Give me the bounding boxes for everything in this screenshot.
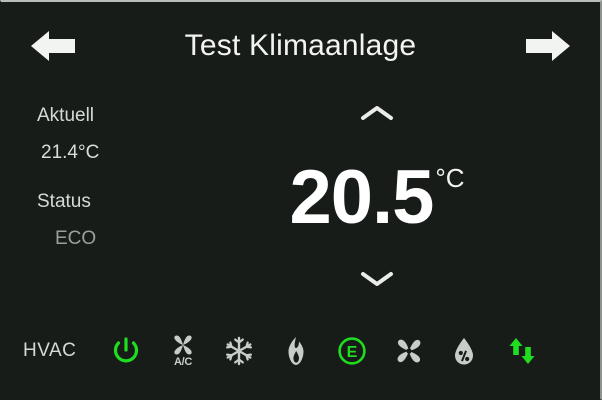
hvac-mode-dry[interactable]: [442, 329, 486, 373]
fan-icon: [394, 336, 424, 366]
current-temperature-value: 21.4°C: [41, 142, 100, 163]
hvac-mode-auto-swing[interactable]: [500, 329, 544, 373]
flame-icon: [283, 336, 309, 366]
hvac-mode-row: HVAC A/C: [1, 320, 600, 382]
svg-text:E: E: [347, 344, 358, 361]
setpoint-control: 20.5 °C: [227, 90, 527, 312]
hvac-mode-fan[interactable]: [387, 329, 431, 373]
chevron-down-icon: [360, 270, 394, 293]
current-temperature-label: Aktuell: [37, 105, 95, 126]
setpoint-unit: °C: [435, 163, 465, 194]
chevron-up-icon: [360, 104, 394, 127]
status-label: Status: [37, 191, 91, 212]
circled-e-icon: E: [337, 336, 367, 366]
ac-fan-icon: A/C: [170, 334, 196, 368]
status-value: ECO: [55, 228, 97, 249]
hvac-mode-heat[interactable]: [274, 329, 318, 373]
hvac-mode-cool[interactable]: [217, 329, 261, 373]
status-panel: Aktuell 21.4°C Status ECO: [37, 106, 227, 248]
next-device-button[interactable]: [522, 24, 574, 68]
increase-temperature-button[interactable]: [349, 102, 405, 128]
hvac-mode-power[interactable]: [104, 329, 148, 373]
hvac-mode-air-conditioning[interactable]: A/C: [161, 329, 205, 373]
setpoint-readout[interactable]: 20.5 °C: [289, 155, 465, 241]
setpoint-value: 20.5: [289, 155, 434, 241]
previous-device-button[interactable]: [27, 24, 79, 68]
snowflake-icon: [224, 336, 254, 366]
humidity-drop-icon: [452, 336, 476, 366]
power-icon: [111, 336, 141, 366]
header-bar: Test Klimaanlage: [1, 2, 600, 90]
main-content: Aktuell 21.4°C Status ECO 20.5 °C: [1, 90, 600, 312]
hvac-mode-eco[interactable]: E: [330, 329, 374, 373]
page-title: Test Klimaanlage: [184, 29, 417, 62]
decrease-temperature-button[interactable]: [349, 268, 405, 294]
ac-caption: A/C: [173, 356, 193, 368]
up-down-arrows-icon: [507, 336, 537, 366]
arrow-right-icon: [526, 29, 570, 63]
hvac-label: HVAC: [23, 340, 77, 361]
arrow-left-icon: [31, 29, 75, 63]
